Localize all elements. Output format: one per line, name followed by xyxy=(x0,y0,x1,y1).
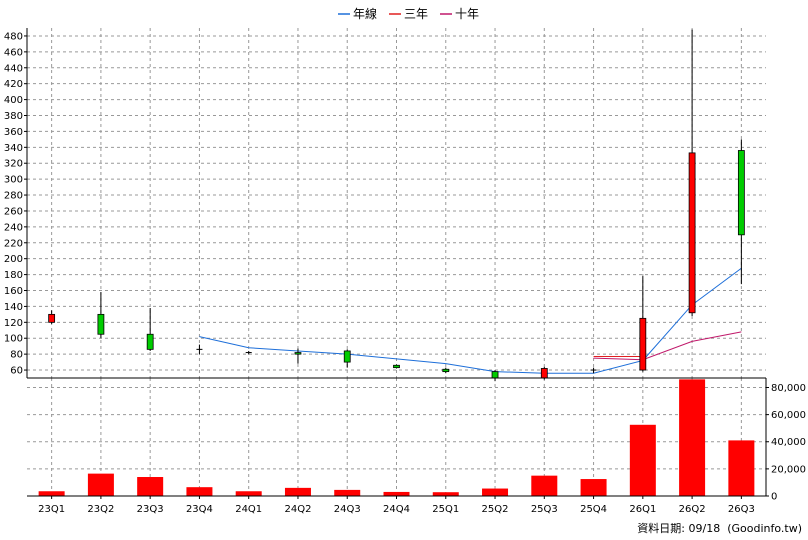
volume-bar xyxy=(334,489,361,496)
price-tick-label: 80 xyxy=(10,350,23,361)
candle-body xyxy=(639,317,647,371)
x-tick-label: 24Q1 xyxy=(235,504,262,515)
volume-bar xyxy=(87,473,114,496)
candle-body xyxy=(737,150,745,236)
volume-bar xyxy=(679,379,706,496)
price-tick-label: 60 xyxy=(10,366,23,377)
volume-bar xyxy=(482,488,509,496)
volume-tick-label: 80,000 xyxy=(771,383,806,394)
x-tick-label: 25Q4 xyxy=(580,504,607,515)
price-tick-label: 460 xyxy=(4,47,23,58)
volume-bar xyxy=(728,440,755,496)
chart-legend: 年線 三年 十年 xyxy=(338,6,479,21)
price-tick-label: 320 xyxy=(4,159,23,170)
candle-body xyxy=(491,371,499,379)
line-十年 xyxy=(593,331,742,361)
tick-labels: 60 80 100 120 140 160 180 200 220 240 260 280 300 320… xyxy=(4,31,806,515)
candle-body xyxy=(442,368,450,373)
candle-body xyxy=(343,350,351,363)
x-tick-label: 25Q3 xyxy=(531,504,558,515)
x-tick-label: 23Q2 xyxy=(87,504,114,515)
price-tick-label: 260 xyxy=(4,206,23,217)
price-tick-label: 160 xyxy=(4,286,23,297)
x-tick-label: 25Q1 xyxy=(432,504,459,515)
price-tick-label: 300 xyxy=(4,175,23,186)
price-tick-label: 380 xyxy=(4,111,23,122)
line-年線 xyxy=(199,267,742,374)
x-tick-label: 24Q2 xyxy=(284,504,311,515)
price-tick-label: 220 xyxy=(4,238,23,249)
candle-body xyxy=(540,368,548,379)
price-tick-label: 360 xyxy=(4,127,23,138)
volume-bar xyxy=(432,492,459,496)
price-tick-label: 180 xyxy=(4,270,23,281)
price-tick-label: 440 xyxy=(4,63,23,74)
x-tick-label: 23Q1 xyxy=(38,504,65,515)
volume-bar xyxy=(383,491,410,496)
volume-bar xyxy=(580,479,607,496)
x-tick-label: 24Q4 xyxy=(383,504,410,515)
moving-average-lines xyxy=(199,267,742,374)
price-tick-label: 280 xyxy=(4,191,23,202)
volume-tick-label: 0 xyxy=(771,492,777,503)
price-tick-label: 120 xyxy=(4,318,23,329)
x-tick-label: 26Q2 xyxy=(679,504,706,515)
candle-body xyxy=(48,313,56,323)
volume-bar xyxy=(137,477,164,496)
candle-body xyxy=(97,313,105,335)
x-tick-label: 23Q4 xyxy=(186,504,213,515)
candle-body xyxy=(146,333,154,350)
price-tick-label: 400 xyxy=(4,95,23,106)
volume-bar xyxy=(235,491,262,496)
volume-tick-label: 60,000 xyxy=(771,410,806,421)
volume-bars xyxy=(38,379,755,496)
price-tick-label: 420 xyxy=(4,79,23,90)
data-date-footer: 資料日期: 09/18 (Goodinfo.tw) xyxy=(637,522,802,535)
legend-label: 三年 xyxy=(404,7,428,21)
candle-body xyxy=(294,352,302,355)
candle-body xyxy=(688,152,696,314)
legend-label: 十年 xyxy=(455,7,479,21)
volume-bar xyxy=(186,487,213,496)
x-tick-label: 26Q1 xyxy=(629,504,656,515)
candlestick-series xyxy=(48,29,745,382)
legend-label: 年線 xyxy=(353,6,377,21)
price-tick-label: 140 xyxy=(4,302,23,313)
price-tick-label: 200 xyxy=(4,254,23,265)
volume-tick-label: 40,000 xyxy=(771,437,806,448)
volume-tick-label: 20,000 xyxy=(771,464,806,475)
price-tick-label: 100 xyxy=(4,334,23,345)
volume-bar xyxy=(284,487,311,496)
volume-bar xyxy=(38,491,65,496)
x-tick-label: 24Q3 xyxy=(334,504,361,515)
x-tick-label: 25Q2 xyxy=(482,504,509,515)
volume-bar xyxy=(629,424,656,496)
candle-body xyxy=(393,364,400,369)
price-tick-label: 480 xyxy=(4,31,23,42)
price-tick-label: 340 xyxy=(4,143,23,154)
x-tick-label: 26Q3 xyxy=(728,504,755,515)
price-tick-label: 240 xyxy=(4,222,23,233)
x-tick-label: 23Q3 xyxy=(137,504,164,515)
volume-bar xyxy=(531,475,558,496)
